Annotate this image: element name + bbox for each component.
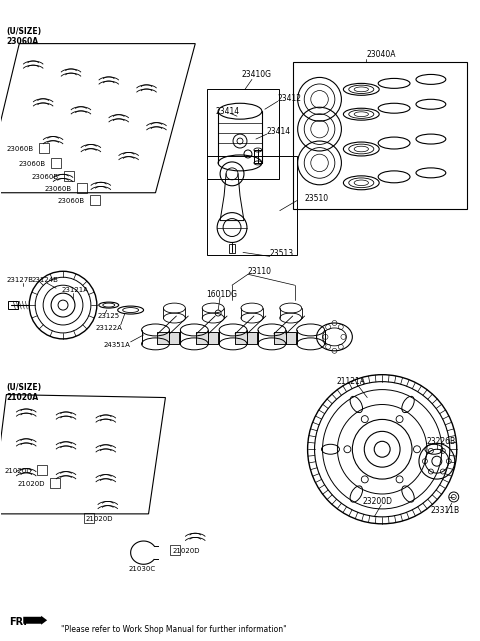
Text: 21020A: 21020A — [6, 393, 38, 402]
Bar — [196, 332, 218, 344]
Text: 23125: 23125 — [98, 313, 120, 319]
Bar — [157, 332, 180, 344]
Bar — [51, 158, 61, 168]
Text: 23200D: 23200D — [362, 497, 392, 506]
Bar — [254, 150, 262, 163]
Text: 21020D: 21020D — [86, 516, 113, 522]
Text: 23110: 23110 — [248, 267, 272, 276]
Bar — [274, 332, 296, 344]
Text: 23060B: 23060B — [6, 146, 34, 152]
Text: 24351A: 24351A — [104, 342, 131, 348]
Bar — [170, 545, 180, 554]
Text: 23414: 23414 — [267, 127, 291, 136]
Text: 23410G: 23410G — [242, 70, 272, 79]
Bar — [207, 89, 279, 179]
Text: 23124B: 23124B — [31, 278, 58, 283]
Text: 21020D: 21020D — [17, 481, 45, 487]
Bar — [293, 62, 467, 209]
Bar — [196, 332, 218, 344]
Bar — [235, 332, 257, 344]
Bar — [157, 332, 180, 344]
Bar — [39, 143, 49, 153]
Bar — [90, 195, 100, 204]
Text: (U/SIZE): (U/SIZE) — [6, 27, 41, 36]
Text: 1601DG: 1601DG — [206, 290, 237, 299]
Text: 23127B: 23127B — [6, 278, 33, 283]
Text: 23060B: 23060B — [31, 174, 59, 180]
Text: 23414: 23414 — [215, 106, 239, 116]
Text: 21020D: 21020D — [4, 468, 32, 474]
Text: "Please refer to Work Shop Manual for further information": "Please refer to Work Shop Manual for fu… — [61, 625, 287, 634]
Text: 23060B: 23060B — [57, 197, 84, 204]
Text: (U/SIZE): (U/SIZE) — [6, 383, 41, 392]
Text: 23060A: 23060A — [6, 37, 38, 46]
Bar — [8, 301, 18, 309]
Bar — [50, 478, 60, 488]
Bar — [274, 332, 296, 344]
Text: 23121A: 23121A — [61, 287, 88, 293]
Text: 23510: 23510 — [305, 194, 329, 203]
FancyArrow shape — [23, 616, 47, 625]
Text: 21020D: 21020D — [172, 547, 200, 554]
Bar — [37, 465, 47, 475]
Bar — [229, 244, 235, 253]
Bar — [235, 332, 257, 344]
Text: 23040A: 23040A — [366, 50, 396, 59]
Text: 21121A: 21121A — [336, 377, 365, 386]
Bar — [64, 171, 74, 181]
Bar — [207, 156, 297, 255]
Bar — [77, 183, 87, 193]
Text: 23226B: 23226B — [427, 437, 456, 445]
Text: 23412: 23412 — [278, 94, 302, 103]
Text: 23122A: 23122A — [96, 325, 123, 331]
Bar — [84, 513, 94, 523]
Text: FR.: FR. — [9, 617, 27, 628]
Text: 23311B: 23311B — [431, 506, 460, 515]
Text: 23060B: 23060B — [44, 186, 71, 192]
Text: 23060B: 23060B — [18, 161, 46, 167]
Text: 23513: 23513 — [270, 249, 294, 258]
Text: 21030C: 21030C — [129, 565, 156, 572]
